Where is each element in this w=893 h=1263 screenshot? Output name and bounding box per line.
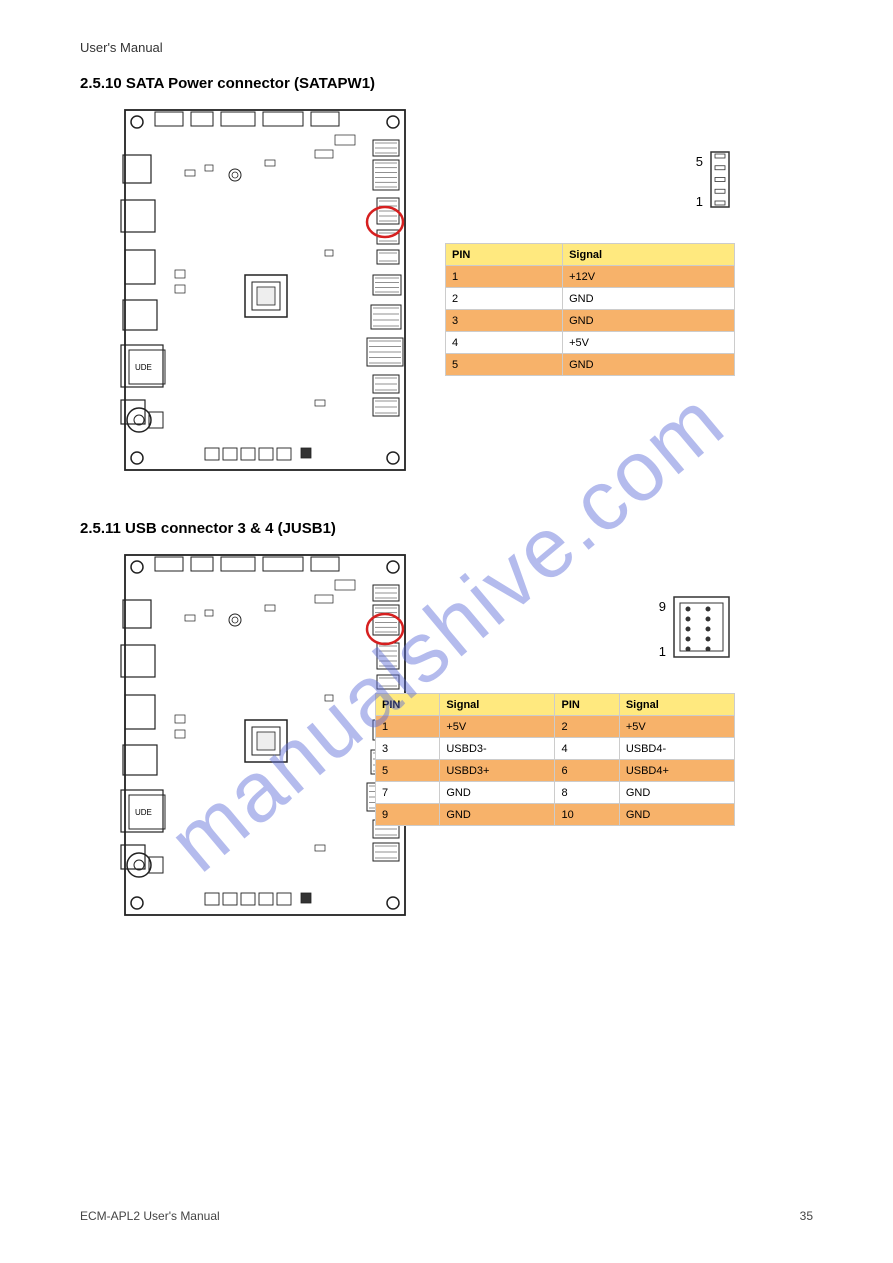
pin-labels-1: 5 1 <box>696 154 703 209</box>
section2-title: 2.5.11 USB connector 3 & 4 (JUSB1) <box>80 520 893 537</box>
section1-title: 2.5.10 SATA Power connector (SATAPW1) <box>80 75 893 92</box>
svg-text:UDE: UDE <box>135 363 152 372</box>
pin-top-1: 5 <box>696 154 703 169</box>
footer-left: ECM-APL2 User's Manual <box>80 1209 220 1223</box>
svg-text:UDE: UDE <box>135 808 152 817</box>
connector-diagram-2: 9 1 <box>659 595 735 663</box>
pin-bottom-2: 1 <box>659 644 666 659</box>
pin-bottom-1: 1 <box>696 194 703 209</box>
board-diagram-2: UDE <box>115 545 415 925</box>
section2-block: UDE 9 1 PINSignalPINSignal1+5V2+5V3USBD3… <box>0 545 893 925</box>
page-footer: ECM-APL2 User's Manual 35 <box>80 1209 813 1223</box>
board-diagram-1: UDE <box>115 100 415 480</box>
section1-block: UDE 5 1 PINSignal1+12V2GND3GND4+5V5GND <box>0 100 893 480</box>
pin-labels-2: 9 1 <box>659 599 666 659</box>
connector-svg-2 <box>672 595 735 663</box>
section1-right: 5 1 PINSignal1+12V2GND3GND4+5V5GND <box>475 100 795 376</box>
section2-right: 9 1 PINSignalPINSignal1+5V2+5V3USBD3-4US… <box>475 545 795 826</box>
connector-svg-1 <box>709 150 735 213</box>
page-header: User's Manual <box>0 0 893 55</box>
page: User's Manual 2.5.10 SATA Power connecto… <box>0 0 893 1263</box>
connector-diagram-1: 5 1 <box>696 150 735 213</box>
header-left: User's Manual <box>80 40 163 55</box>
pin-top-2: 9 <box>659 599 666 614</box>
pinout-table-1: PINSignal1+12V2GND3GND4+5V5GND <box>445 243 735 376</box>
footer-right: 35 <box>800 1209 813 1223</box>
pinout-table-2: PINSignalPINSignal1+5V2+5V3USBD3-4USBD4-… <box>375 693 735 826</box>
